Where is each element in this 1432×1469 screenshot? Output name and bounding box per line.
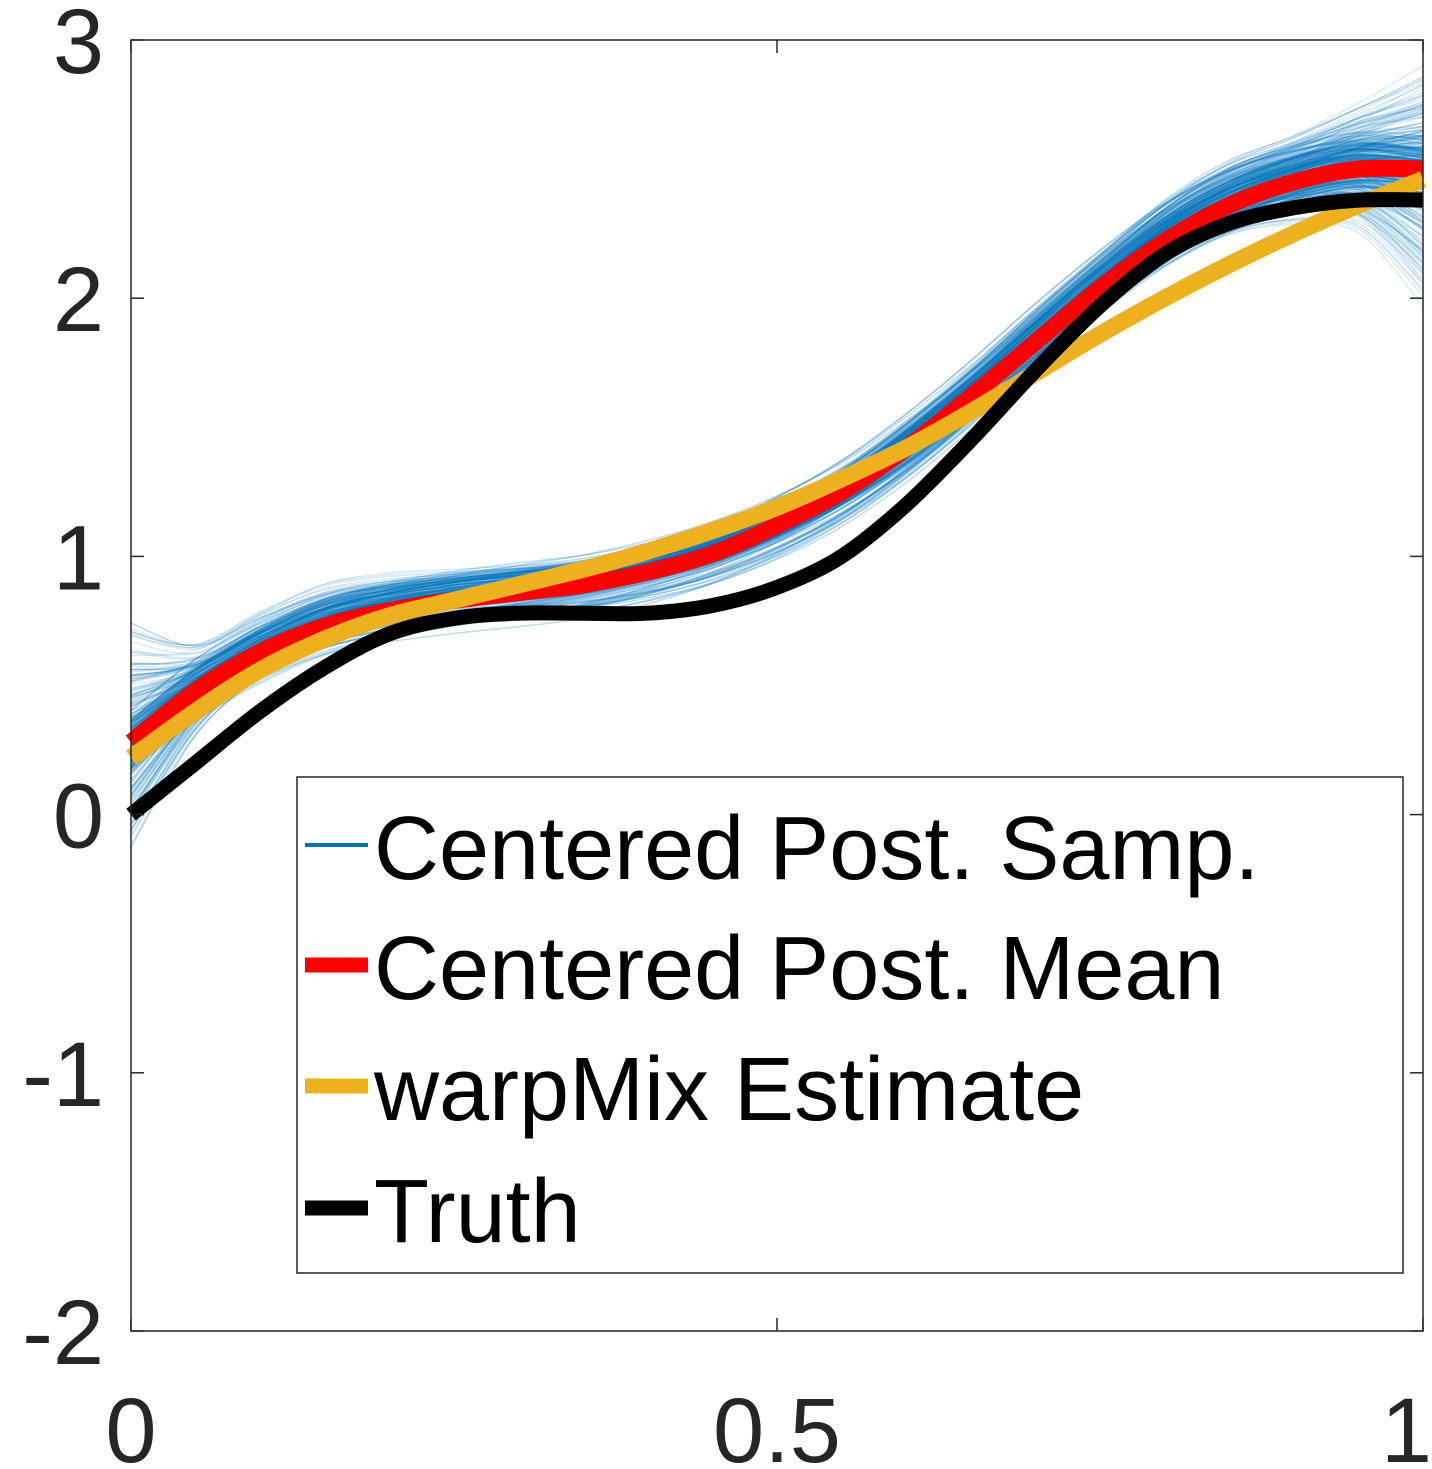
legend-box	[296, 776, 1404, 1274]
legend-warpmix-label: warpMix Estimate	[373, 1040, 1084, 1140]
posterior-sample-line	[130, 198, 1424, 769]
posterior-sample-line	[130, 162, 1424, 740]
posterior-sample-line	[130, 150, 1424, 825]
estimate-lines-layer	[125, 159, 1427, 821]
legend-samples-label: Centered Post. Samp.	[374, 799, 1259, 899]
posterior-mean-line	[125, 159, 1424, 749]
posterior-sample-line	[130, 194, 1424, 768]
legend-samples: Centered Post. Samp.	[305, 799, 1259, 899]
posterior-sample-line	[130, 193, 1424, 769]
posterior-sample-line	[130, 149, 1424, 809]
posterior-sample-line	[130, 186, 1424, 772]
posterior-sample-line	[130, 138, 1424, 789]
posterior-sample-line	[130, 141, 1424, 729]
x-tick-label: 0.5	[713, 1380, 841, 1469]
posterior-sample-line	[130, 166, 1424, 746]
posterior-sample-line	[130, 201, 1424, 784]
posterior-sample-line	[130, 165, 1424, 743]
y-tick-label: 3	[53, 0, 104, 93]
posterior-sample-line	[130, 153, 1424, 813]
posterior-sample-line	[130, 164, 1424, 744]
posterior-sample-line	[130, 164, 1424, 745]
posterior-sample-line	[130, 195, 1424, 740]
posterior-sample-line	[130, 166, 1424, 746]
posterior-sample-line	[130, 191, 1424, 766]
posterior-sample-line	[130, 146, 1424, 775]
ticks: -2 -1 0 1 2 3 0 0.5 1	[22, 0, 1432, 1469]
x-tick-label: 1	[1381, 1380, 1432, 1469]
posterior-sample-line	[130, 141, 1424, 810]
posterior-sample-line	[130, 134, 1424, 806]
legend: Centered Post. Samp. Centered Post. Mean w…	[296, 776, 1404, 1274]
posterior-sample-line	[130, 166, 1424, 746]
legend-mean-label: Centered Post. Mean	[374, 919, 1224, 1019]
posterior-sample-line	[130, 217, 1424, 763]
posterior-sample-line	[130, 157, 1424, 789]
posterior-sample-line	[130, 165, 1424, 650]
posterior-sample-line	[130, 166, 1424, 649]
posterior-sample-line	[130, 155, 1424, 741]
legend-truth: Truth	[305, 1162, 581, 1262]
truth-line	[126, 192, 1424, 821]
posterior-sample-line	[130, 153, 1424, 738]
posterior-sample-line	[130, 147, 1424, 809]
posterior-sample-line	[130, 145, 1424, 730]
posterior-sample-line	[130, 145, 1424, 821]
legend-mean: Centered Post. Mean	[305, 919, 1224, 1019]
posterior-sample-line	[130, 206, 1424, 768]
x-tick-label: 0	[105, 1380, 156, 1469]
y-tick-label: 2	[53, 249, 104, 351]
y-tick-label: 1	[53, 507, 104, 609]
posterior-sample-line	[130, 202, 1424, 784]
posterior-sample-line	[130, 151, 1424, 738]
posterior-sample-line	[130, 220, 1424, 769]
posterior-sample-line	[130, 145, 1424, 816]
posterior-sample-line	[130, 208, 1424, 764]
legend-truth-label: Truth	[374, 1162, 581, 1262]
posterior-sample-line	[130, 137, 1424, 794]
posterior-sample-line	[130, 190, 1424, 770]
posterior-sample-line	[130, 165, 1424, 745]
posterior-samples-layer	[130, 65, 1424, 849]
posterior-sample-line	[130, 155, 1424, 738]
posterior-sample-line	[130, 164, 1424, 743]
posterior-sample-line	[130, 159, 1424, 783]
posterior-sample-line	[130, 141, 1424, 729]
y-tick-label: 0	[53, 766, 104, 868]
posterior-sample-line	[130, 193, 1424, 789]
y-tick-label: -2	[22, 1282, 104, 1384]
posterior-sample-line	[130, 148, 1424, 740]
posterior-sample-line	[130, 156, 1424, 738]
posterior-sample-line	[130, 157, 1424, 738]
posterior-sample-line	[130, 190, 1424, 792]
legend-warpmix: warpMix Estimate	[305, 1040, 1084, 1140]
warpmix-estimate-line	[126, 171, 1427, 765]
posterior-sample-line	[130, 154, 1424, 734]
posterior-sample-line	[130, 153, 1424, 774]
posterior-sample-line	[130, 159, 1424, 737]
posterior-sample-line	[130, 142, 1424, 773]
posterior-sample-line	[130, 209, 1424, 737]
y-tick-label: -1	[22, 1024, 104, 1126]
